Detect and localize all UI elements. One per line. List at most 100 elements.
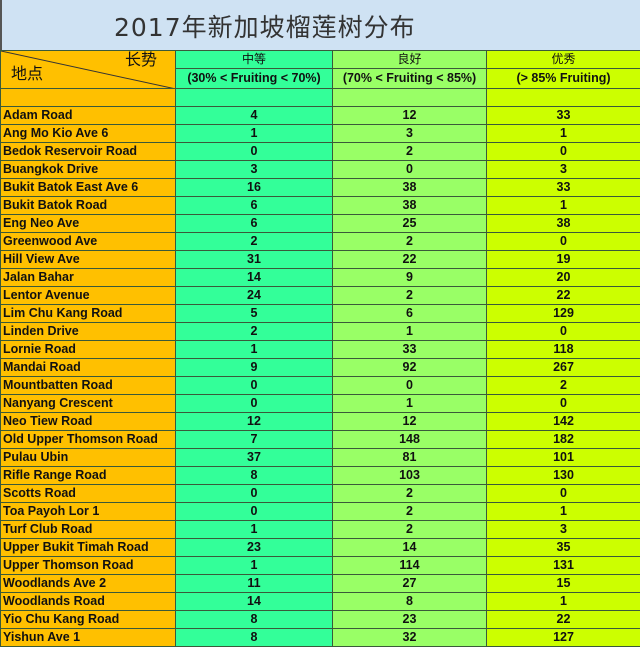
location-cell: Lentor Avenue [1, 287, 176, 305]
good-cell: 12 [333, 413, 487, 431]
excellent-cell: 20 [487, 269, 640, 287]
medium-cell: 16 [176, 179, 333, 197]
good-cell: 33 [333, 341, 487, 359]
medium-cell: 11 [176, 575, 333, 593]
page-title: 2017年新加坡榴莲树分布 [114, 8, 416, 44]
location-cell: Bukit Batok Road [1, 197, 176, 215]
location-cell: Upper Thomson Road [1, 557, 176, 575]
location-cell: Nanyang Crescent [1, 395, 176, 413]
good-cell: 8 [333, 593, 487, 611]
excellent-cell: 19 [487, 251, 640, 269]
excellent-cell: 0 [487, 395, 640, 413]
good-cell: 23 [333, 611, 487, 629]
location-cell: Upper Bukit Timah Road [1, 539, 176, 557]
good-cell: 38 [333, 179, 487, 197]
good-cell: 81 [333, 449, 487, 467]
medium-cell: 0 [176, 377, 333, 395]
excellent-cell: 130 [487, 467, 640, 485]
medium-cell: 0 [176, 485, 333, 503]
good-cell: 22 [333, 251, 487, 269]
location-cell: Scotts Road [1, 485, 176, 503]
good-cell: 114 [333, 557, 487, 575]
location-cell: Linden Drive [1, 323, 176, 341]
good-cell: 2 [333, 485, 487, 503]
location-cell: Mountbatten Road [1, 377, 176, 395]
medium-cell: 14 [176, 269, 333, 287]
corner-location-label: 地点 [11, 66, 43, 84]
medium-cell: 6 [176, 197, 333, 215]
medium-cell: 3 [176, 161, 333, 179]
good-cell: 2 [333, 503, 487, 521]
good-cell: 32 [333, 629, 487, 647]
medium-cell: 12 [176, 413, 333, 431]
empty-cell [487, 89, 640, 107]
excellent-cell: 15 [487, 575, 640, 593]
durian-table: 长势 地点 中等 良好 优秀 (30% < Fruiting < 70%) (7… [0, 50, 640, 647]
location-cell: Yishun Ave 1 [1, 629, 176, 647]
excellent-cell: 1 [487, 125, 640, 143]
excellent-cell: 33 [487, 179, 640, 197]
location-cell: Yio Chu Kang Road [1, 611, 176, 629]
location-cell: Ang Mo Kio Ave 6 [1, 125, 176, 143]
column-header-excellent: 优秀 [487, 51, 640, 69]
column-header-good: 良好 [333, 51, 487, 69]
excellent-cell: 267 [487, 359, 640, 377]
good-cell: 1 [333, 395, 487, 413]
good-cell: 9 [333, 269, 487, 287]
column-range-medium: (30% < Fruiting < 70%) [176, 69, 333, 89]
medium-cell: 7 [176, 431, 333, 449]
excellent-cell: 1 [487, 503, 640, 521]
good-cell: 103 [333, 467, 487, 485]
medium-cell: 8 [176, 467, 333, 485]
location-cell: Neo Tiew Road [1, 413, 176, 431]
medium-cell: 24 [176, 287, 333, 305]
excellent-cell: 0 [487, 323, 640, 341]
location-cell: Buangkok Drive [1, 161, 176, 179]
excellent-cell: 131 [487, 557, 640, 575]
excellent-cell: 2 [487, 377, 640, 395]
medium-cell: 0 [176, 143, 333, 161]
header-row: 长势 地点 中等 良好 优秀 [1, 51, 640, 69]
corner-growth-label: 长势 [125, 52, 157, 70]
location-cell: Woodlands Ave 2 [1, 575, 176, 593]
location-cell: Toa Payoh Lor 1 [1, 503, 176, 521]
medium-cell: 2 [176, 323, 333, 341]
excellent-cell: 22 [487, 287, 640, 305]
location-cell: Pulau Ubin [1, 449, 176, 467]
location-cell: Turf Club Road [1, 521, 176, 539]
medium-cell: 5 [176, 305, 333, 323]
medium-cell: 23 [176, 539, 333, 557]
corner-header: 长势 地点 [1, 51, 176, 89]
medium-cell: 6 [176, 215, 333, 233]
excellent-cell: 182 [487, 431, 640, 449]
good-cell: 1 [333, 323, 487, 341]
medium-cell: 4 [176, 107, 333, 125]
spacer-row [1, 89, 640, 107]
title-banner: 2017年新加坡榴莲树分布 [0, 0, 640, 50]
location-cell: Bedok Reservoir Road [1, 143, 176, 161]
good-cell: 0 [333, 377, 487, 395]
medium-cell: 1 [176, 557, 333, 575]
good-cell: 27 [333, 575, 487, 593]
location-cell: Rifle Range Road [1, 467, 176, 485]
excellent-cell: 3 [487, 161, 640, 179]
